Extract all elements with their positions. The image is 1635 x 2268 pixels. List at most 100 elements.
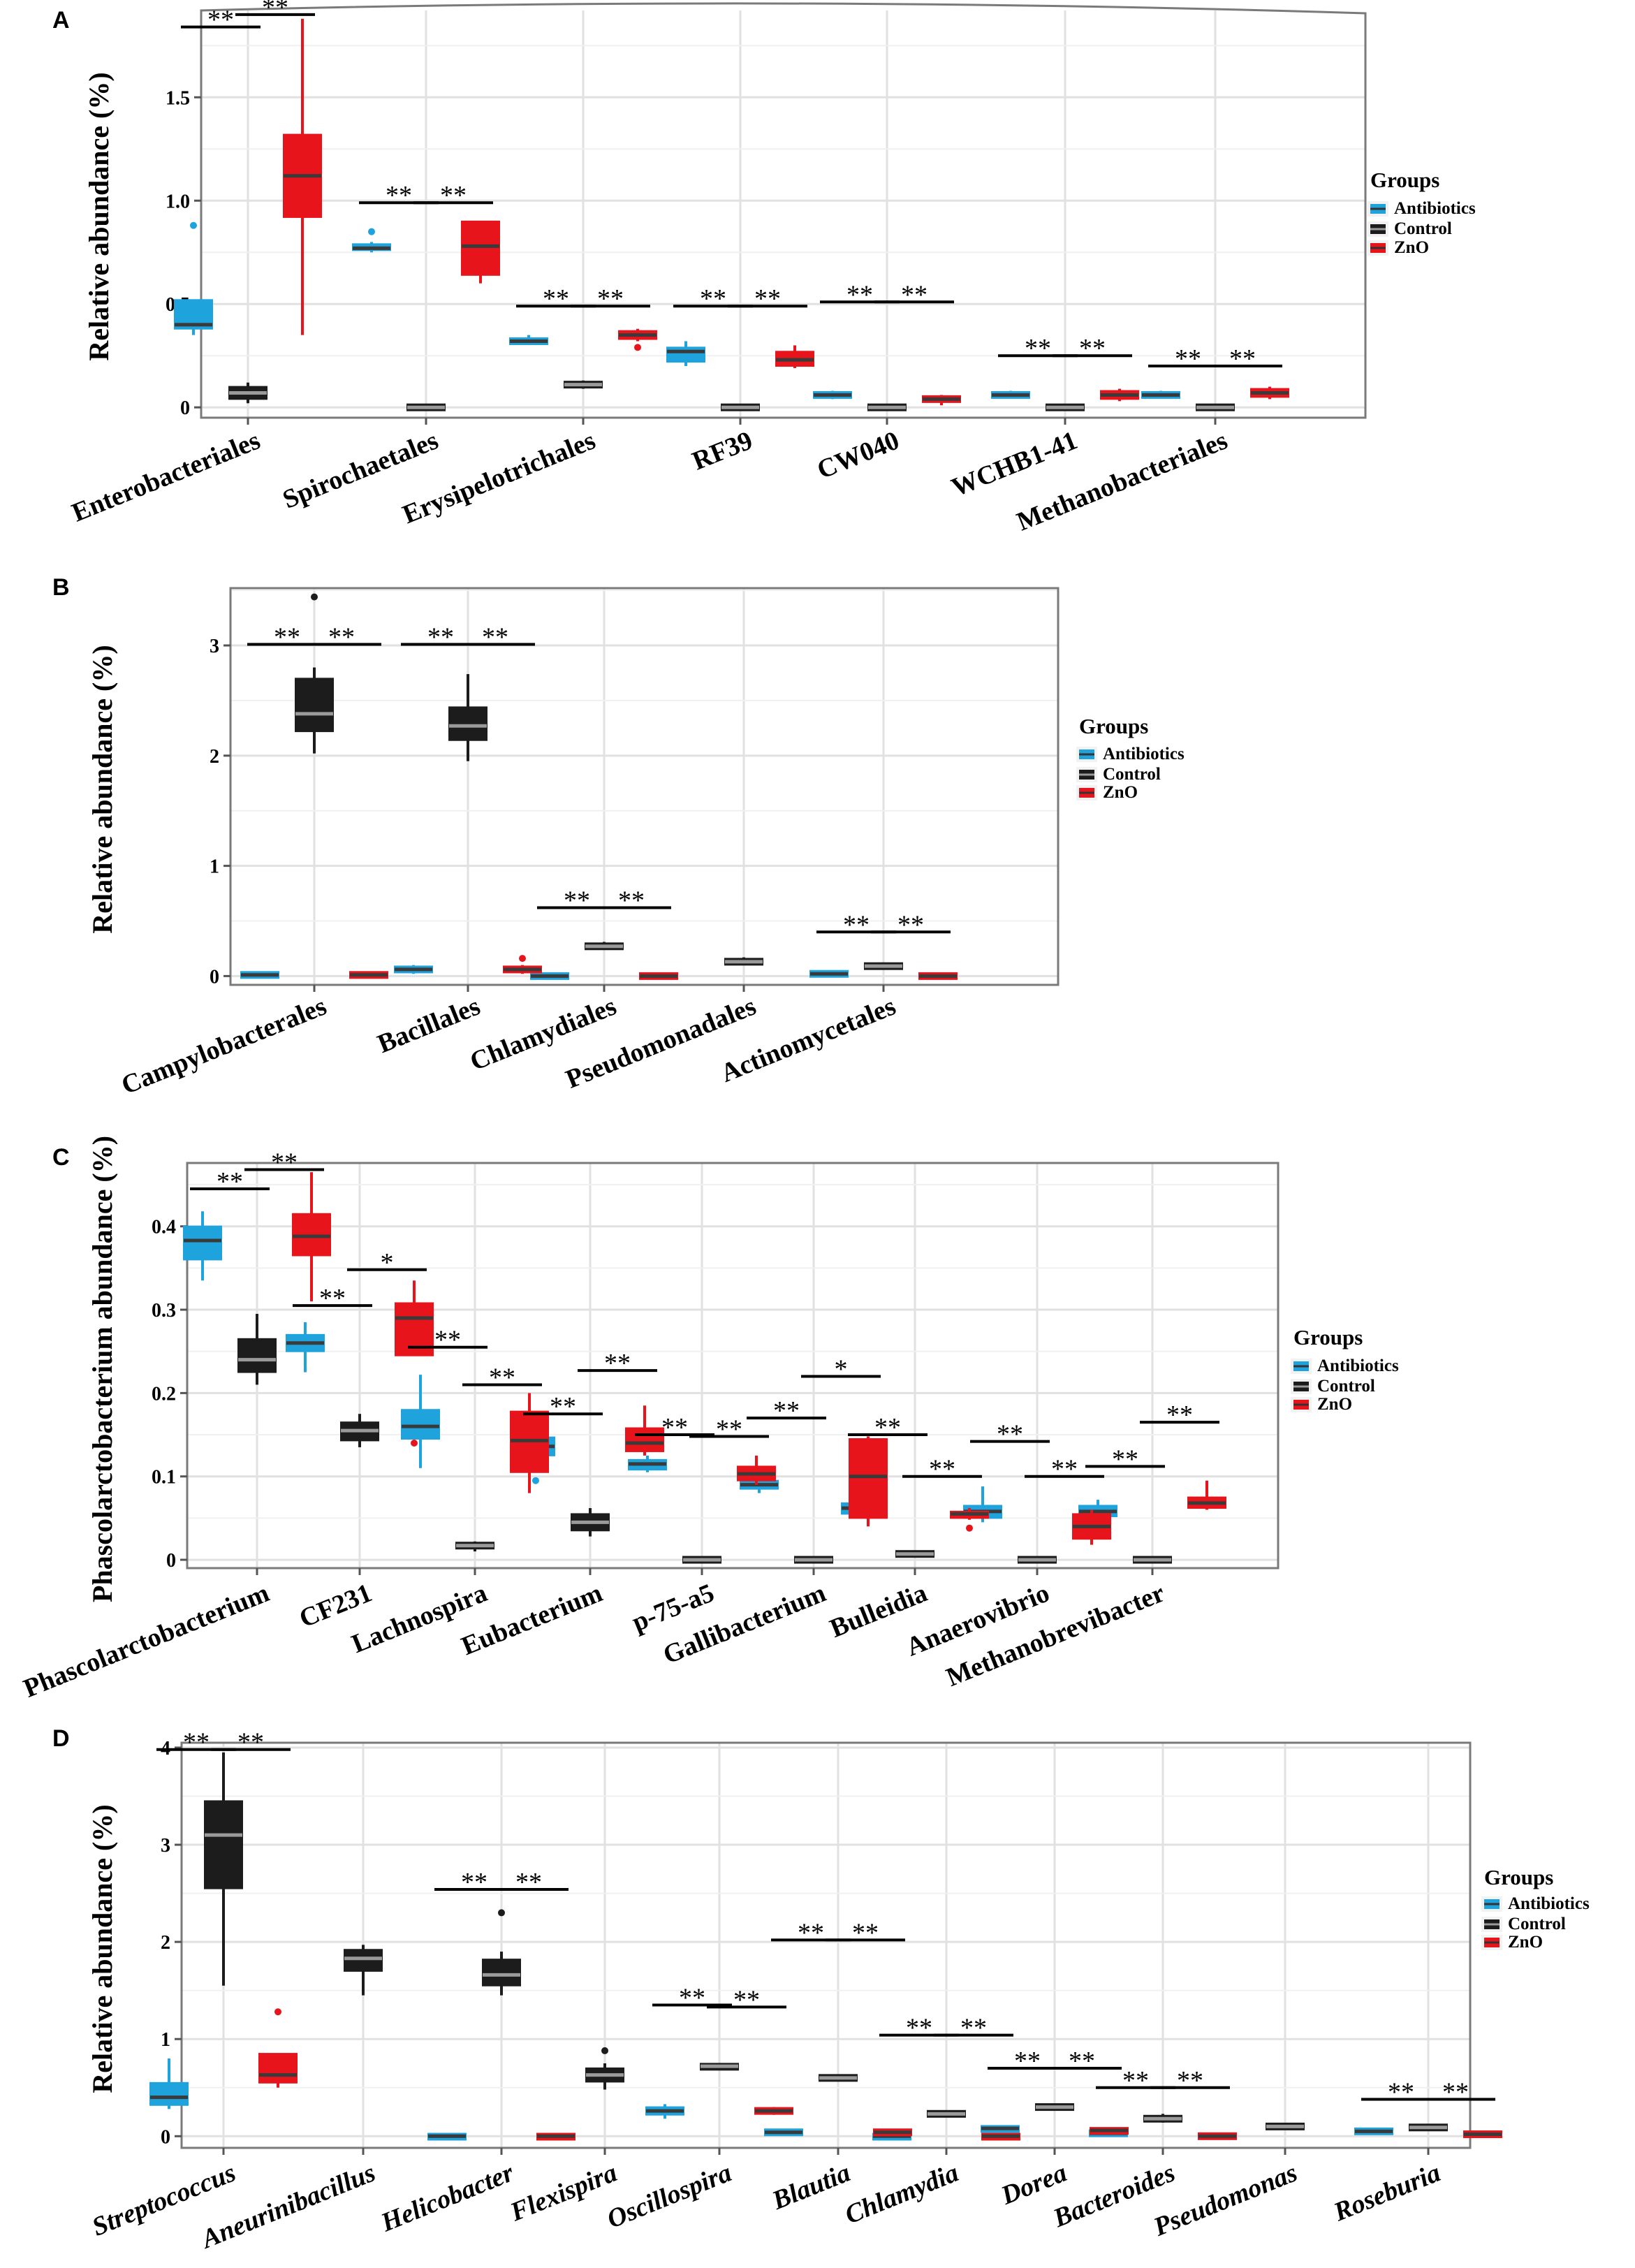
box-zno <box>1250 386 1289 400</box>
box-control <box>700 2063 739 2071</box>
significance-label: ** <box>564 886 590 916</box>
significance-label: ** <box>1069 2047 1095 2076</box>
significance-label: ** <box>482 622 508 652</box>
outlier-point <box>966 1524 973 1532</box>
outlier-point <box>601 2047 608 2054</box>
box-control <box>204 1752 243 1986</box>
y-tick-label: 0.2 <box>152 1383 176 1405</box>
significance-label: ** <box>319 1284 346 1313</box>
box-control <box>344 1945 383 1996</box>
box-zno <box>283 18 322 335</box>
outlier-point <box>498 1909 505 1917</box>
legend-item: Antibiotics <box>1317 1356 1399 1375</box>
significance-label: ** <box>901 280 928 309</box>
box-zno <box>918 972 958 980</box>
box-antibiotics <box>394 965 433 974</box>
y-tick-label: 2 <box>210 746 219 768</box>
box-control <box>564 380 603 389</box>
box-control <box>927 2109 966 2118</box>
x-tick-label: Roseburia <box>1329 2158 1444 2227</box>
outlier-point <box>634 344 641 351</box>
significance-label: ** <box>328 622 355 652</box>
box-antibiotics <box>286 1322 325 1373</box>
x-tick-label: Blautia <box>768 2158 854 2216</box>
y-tick-label: 3 <box>210 636 219 657</box>
significance-label: ** <box>906 2014 932 2043</box>
significance-label: ** <box>716 1414 742 1444</box>
box-antibiotics <box>509 335 548 346</box>
box-body <box>149 2082 189 2106</box>
box-zno <box>1198 2132 1237 2140</box>
y-tick-label: 0.1 <box>152 1467 176 1488</box>
significance-label: ** <box>661 1413 688 1442</box>
significance-label: ** <box>897 910 924 939</box>
box-zno <box>981 2132 1020 2141</box>
significance-label: ** <box>1025 334 1051 363</box>
panel-d: D01234Relative abundance (%)Streptococcu… <box>52 1725 1590 2255</box>
y-axis-label: Relative abundance (%) <box>87 645 118 933</box>
box-body <box>204 1800 243 1889</box>
box-body <box>183 1225 222 1261</box>
box-control <box>228 382 267 404</box>
y-tick-label: 1.5 <box>166 87 190 109</box>
significance-label: ** <box>846 280 873 309</box>
box-control <box>1035 2103 1074 2112</box>
panel-c: C 0 0.1 0.2 0.3 0.4 Phascolarctobacterium abun… <box>20 1136 1399 1704</box>
box-zno <box>1100 388 1139 402</box>
legend-item: ZnO <box>1394 238 1429 257</box>
box-control <box>455 1541 494 1552</box>
box-body <box>258 2053 298 2084</box>
box-antibiotics <box>352 228 391 253</box>
significance-label: ** <box>434 1326 461 1355</box>
significance-label: ** <box>597 284 624 314</box>
box-zno <box>754 2107 793 2115</box>
significance-label: ** <box>773 1396 800 1426</box>
legend-item: Control <box>1103 765 1161 784</box>
box-antibiotics <box>666 341 705 367</box>
box-antibiotics <box>149 2058 189 2109</box>
box-zno <box>1463 2130 1502 2139</box>
box-zno <box>625 1405 664 1456</box>
significance-label: ** <box>1175 344 1201 374</box>
box-antibiotics <box>183 1211 222 1281</box>
plot-frame <box>180 1741 1472 2149</box>
box-zno <box>950 1508 989 1532</box>
box-antibiotics <box>645 2104 684 2119</box>
significance-label: ** <box>1166 1400 1193 1430</box>
box-antibiotics <box>427 2132 467 2141</box>
significance-label: ** <box>1388 2077 1414 2107</box>
significance-label: ** <box>427 622 454 652</box>
box-control <box>295 593 334 754</box>
box-control <box>237 1314 277 1385</box>
y-tick-label: 0.3 <box>152 1300 176 1322</box>
panel-letter: A <box>52 7 70 34</box>
significance-label: ** <box>217 1167 243 1197</box>
box-control <box>721 403 760 411</box>
box-antibiotics <box>764 2128 803 2137</box>
outlier-point <box>311 593 318 601</box>
box-control <box>1196 403 1235 411</box>
box-body <box>461 220 500 276</box>
plot-frame <box>200 2 1367 419</box>
significance-label: ** <box>1051 1455 1078 1484</box>
legend-item: Antibiotics <box>1394 199 1476 218</box>
legend-item: Antibiotics <box>1508 1894 1590 1913</box>
box-antibiotics <box>1354 2127 1393 2135</box>
box-zno <box>873 2128 912 2137</box>
x-tick-label: Campylobacterales <box>117 991 330 1100</box>
significance-label: ** <box>207 6 234 35</box>
significance-label: ** <box>274 622 300 652</box>
legend-item: Control <box>1508 1915 1566 1933</box>
box-zno <box>349 971 388 979</box>
y-tick-label: 0 <box>161 2126 170 2148</box>
plot-frame <box>229 587 1060 986</box>
y-tick-label: 0 <box>180 397 190 419</box>
box-control <box>1266 2122 1305 2130</box>
significance-label: ** <box>1079 334 1106 363</box>
significance-label: * <box>835 1355 848 1384</box>
box-antibiotics <box>628 1455 667 1472</box>
